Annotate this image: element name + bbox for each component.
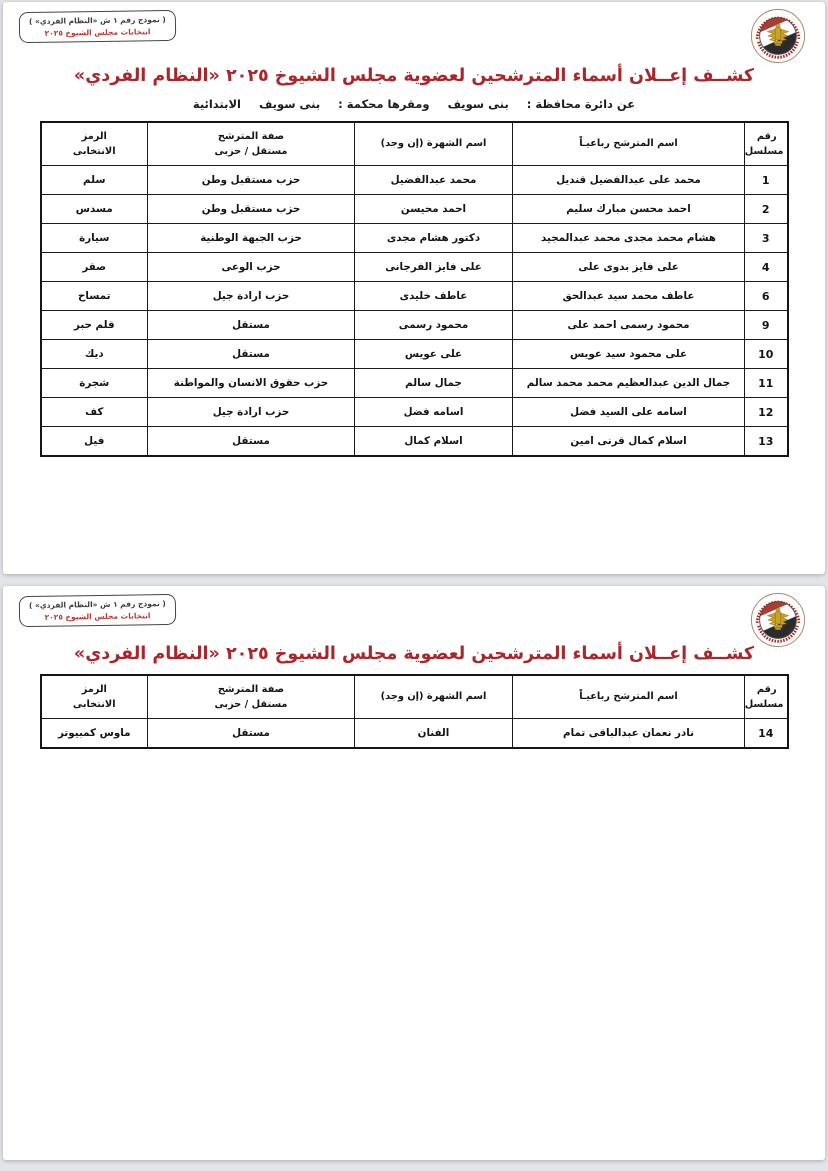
cell-candidate-name: على محمود سيد عويس — [512, 339, 745, 369]
stamp-line-2: انتخابات مجلس الشيوخ ٢٠٢٥ — [44, 611, 151, 622]
cell-electoral-symbol: ماوس كمبيوتر — [40, 718, 148, 749]
cell-nickname: جمال سالم — [354, 368, 513, 398]
col-header-party-status: صفة المترشح مستقل / حزبى — [147, 121, 355, 166]
candidates-table-page-1: رقم مسلسل اسم المترشح رباعيـاً اسم الشهر… — [39, 121, 789, 457]
cell-candidate-name: اسامه على السيد فضل — [512, 397, 745, 427]
cell-party-status: حزب مستقبل وطن — [147, 165, 355, 195]
cell-candidate-name: اسلام كمال قرنى امين — [512, 426, 745, 457]
cell-party-status: مستقل — [147, 310, 355, 340]
cell-electoral-symbol: سيارة — [40, 223, 148, 253]
candidate-row: 14 نادر نعمان عبدالباقى تمام الفنان مستق… — [40, 718, 788, 749]
candidate-row: 1 محمد على عبدالفضيل قنديل محمد عبدالفضي… — [40, 165, 788, 195]
cell-candidate-name: محمد على عبدالفضيل قنديل — [512, 165, 745, 195]
court-label: ومقرها محكمة : — [338, 97, 430, 111]
cell-electoral-symbol: قلم حبر — [40, 310, 148, 340]
cell-electoral-symbol: شجرة — [40, 368, 148, 398]
page-title: كشــف إعــلان أسماء المترشحين لعضوية مجل… — [73, 644, 755, 664]
cell-serial-number: 2 — [744, 194, 788, 224]
col-header-candidate-name: اسم المترشح رباعيـاً — [512, 121, 745, 166]
cell-candidate-name: هشام محمد مجدى محمد عبدالمجيد — [512, 223, 745, 253]
district-label: عن دائرة محافظة : — [526, 97, 636, 111]
district-value: بنى سويف — [447, 97, 509, 111]
cell-nickname: على فايز الفرجانى — [354, 252, 513, 282]
cell-nickname: الفنان — [354, 718, 513, 749]
col-header-nickname: اسم الشهرة (إن وجد) — [354, 121, 513, 166]
col-header-nickname: اسم الشهرة (إن وجد) — [354, 674, 513, 719]
page-title: كشــف إعــلان أسماء المترشحين لعضوية مجل… — [73, 66, 755, 86]
table-body-page-2: 14 نادر نعمان عبدالباقى تمام الفنان مستق… — [40, 718, 788, 749]
cell-party-status: حزب حقوق الانسان والمواطنة — [147, 368, 355, 398]
col-header-candidate-name: اسم المترشح رباعيـاً — [512, 674, 745, 719]
candidate-row: 6 عاطف محمد سيد عبدالحق عاطف خليدى حزب ا… — [40, 281, 788, 311]
candidate-row: 12 اسامه على السيد فضل اسامه فضل حزب ارا… — [40, 397, 788, 427]
form-stamp-box: ( نموذج رقم ١ ش «النظام الفردي» ) انتخاب… — [18, 9, 177, 44]
cell-party-status: مستقل — [147, 339, 355, 369]
cell-electoral-symbol: صقر — [40, 252, 148, 282]
cell-serial-number: 6 — [744, 281, 788, 311]
district-line: عن دائرة محافظة : بنى سويف ومقرها محكمة … — [3, 97, 825, 111]
cell-party-status: مستقل — [147, 426, 355, 457]
candidates-table-page-2: رقم مسلسل اسم المترشح رباعيـاً اسم الشهر… — [39, 674, 789, 749]
candidate-row: 11 جمال الدين عبدالعظيم محمد محمد سالم ج… — [40, 368, 788, 398]
cell-nickname: عاطف خليدى — [354, 281, 513, 311]
cell-party-status: حزب مستقبل وطن — [147, 194, 355, 224]
cell-serial-number: 10 — [744, 339, 788, 369]
candidate-row: 9 محمود رسمى احمد على محمود رسمى مستقل ق… — [40, 310, 788, 340]
cell-serial-number: 4 — [744, 252, 788, 282]
document-page-1: ( نموذج رقم ١ ش «النظام الفردي» ) انتخاب… — [3, 2, 825, 574]
candidate-row: 2 احمد محسن مبارك سليم احمد محيسن حزب مس… — [40, 194, 788, 224]
cell-candidate-name: جمال الدين عبدالعظيم محمد محمد سالم — [512, 368, 745, 398]
stamp-line-2: انتخابات مجلس الشيوخ ٢٠٢٥ — [44, 27, 151, 38]
form-stamp-box: ( نموذج رقم ١ ش «النظام الفردي» ) انتخاب… — [18, 593, 177, 628]
cell-nickname: محمد عبدالفضيل — [354, 165, 513, 195]
cell-party-status: حزب ارادة جيل — [147, 281, 355, 311]
cell-candidate-name: احمد محسن مبارك سليم — [512, 194, 745, 224]
national-election-authority-seal-icon — [749, 7, 807, 65]
cell-electoral-symbol: ديك — [40, 339, 148, 369]
cell-nickname: اسامه فضل — [354, 397, 513, 427]
cell-candidate-name: على فايز بدوى على — [512, 252, 745, 282]
col-header-party-status: صفة المترشح مستقل / حزبى — [147, 674, 355, 719]
cell-electoral-symbol: تمساح — [40, 281, 148, 311]
candidate-row: 13 اسلام كمال قرنى امين اسلام كمال مستقل… — [40, 426, 788, 457]
cell-candidate-name: عاطف محمد سيد عبدالحق — [512, 281, 745, 311]
cell-electoral-symbol: فيل — [40, 426, 148, 457]
candidate-row: 10 على محمود سيد عويس على عويس مستقل ديك — [40, 339, 788, 369]
cell-party-status: حزب الجبهة الوطنية — [147, 223, 355, 253]
cell-electoral-symbol: كف — [40, 397, 148, 427]
col-header-electoral-symbol: الرمز الانتخابى — [40, 674, 148, 719]
candidate-row: 3 هشام محمد مجدى محمد عبدالمجيد دكتور هش… — [40, 223, 788, 253]
cell-nickname: محمود رسمى — [354, 310, 513, 340]
cell-nickname: اسلام كمال — [354, 426, 513, 457]
cell-electoral-symbol: سلم — [40, 165, 148, 195]
col-header-serial: رقم مسلسل — [744, 674, 788, 719]
table-body-page-1: 1 محمد على عبدالفضيل قنديل محمد عبدالفضي… — [40, 165, 788, 457]
candidate-row: 4 على فايز بدوى على على فايز الفرجانى حز… — [40, 252, 788, 282]
cell-serial-number: 9 — [744, 310, 788, 340]
cell-serial-number: 3 — [744, 223, 788, 253]
court-value: بنى سويف — [258, 97, 321, 111]
cell-serial-number: 12 — [744, 397, 788, 427]
cell-candidate-name: نادر نعمان عبدالباقى تمام — [512, 718, 745, 749]
col-header-serial: رقم مسلسل — [744, 121, 788, 166]
document-page-2: ( نموذج رقم ١ ش «النظام الفردي» ) انتخاب… — [3, 586, 825, 1160]
cell-party-status: مستقل — [147, 718, 355, 749]
cell-nickname: على عويس — [354, 339, 513, 369]
col-header-electoral-symbol: الرمز الانتخابى — [40, 121, 148, 166]
cell-party-status: حزب الوعى — [147, 252, 355, 282]
national-election-authority-seal-icon — [749, 591, 807, 649]
court-suffix: الابتدائية — [192, 97, 241, 111]
cell-serial-number: 11 — [744, 368, 788, 398]
cell-nickname: احمد محيسن — [354, 194, 513, 224]
cell-serial-number: 14 — [744, 718, 788, 749]
table-header-row: رقم مسلسل اسم المترشح رباعيـاً اسم الشهر… — [40, 121, 788, 166]
cell-nickname: دكتور هشام مجدى — [354, 223, 513, 253]
cell-electoral-symbol: مسدس — [40, 194, 148, 224]
table-header-row: رقم مسلسل اسم المترشح رباعيـاً اسم الشهر… — [40, 674, 788, 719]
cell-candidate-name: محمود رسمى احمد على — [512, 310, 745, 340]
cell-serial-number: 13 — [744, 426, 788, 457]
cell-serial-number: 1 — [744, 165, 788, 195]
cell-party-status: حزب ارادة جيل — [147, 397, 355, 427]
